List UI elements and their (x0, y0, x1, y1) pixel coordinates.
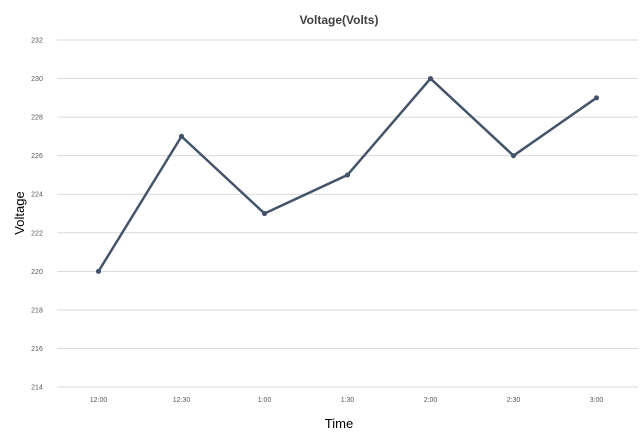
data-point-0-3 (344, 172, 351, 178)
x-tick-label-0: 12:00 (90, 397, 108, 404)
x-tick-label-6: 3:00 (590, 397, 604, 404)
y-tick-label-4: 222 (31, 230, 43, 237)
y-axis-label: Voltage (12, 191, 27, 234)
y-tick-label-6: 226 (31, 153, 43, 160)
x-tick-label-2: 1:00 (258, 397, 272, 404)
y-tick-label-9: 232 (31, 38, 43, 45)
x-tick-label-1: 12:30 (173, 397, 191, 404)
y-tick-label-7: 228 (31, 115, 43, 122)
x-tick-labels: 12:00 12:30 1:00 1:30 2:00 2:30 3:00 (90, 397, 604, 404)
series-group (95, 75, 600, 274)
data-point-0-5 (510, 153, 517, 159)
y-tick-label-2: 218 (31, 307, 43, 314)
gridlines (57, 39, 638, 388)
x-axis-label: Time (325, 416, 353, 431)
data-point-0-6 (593, 95, 600, 101)
y-tick-label-3: 220 (31, 269, 43, 276)
y-tick-label-8: 230 (31, 76, 43, 83)
y-tick-label-5: 224 (31, 192, 43, 199)
x-tick-label-4: 2:00 (424, 397, 438, 404)
chart-title: Voltage(Volts) (300, 13, 379, 27)
data-point-0-2 (261, 210, 268, 217)
data-point-0-0 (95, 268, 102, 274)
data-point-0-4 (427, 75, 434, 82)
x-tick-label-3: 1:30 (341, 397, 355, 404)
data-point-0-1 (178, 133, 185, 139)
x-tick-label-5: 2:30 (507, 397, 521, 404)
y-tick-labels: 214 216 218 220 222 224 226 228 230 232 (31, 38, 43, 392)
y-tick-label-1: 216 (31, 346, 43, 353)
y-tick-label-0: 214 (31, 385, 43, 392)
